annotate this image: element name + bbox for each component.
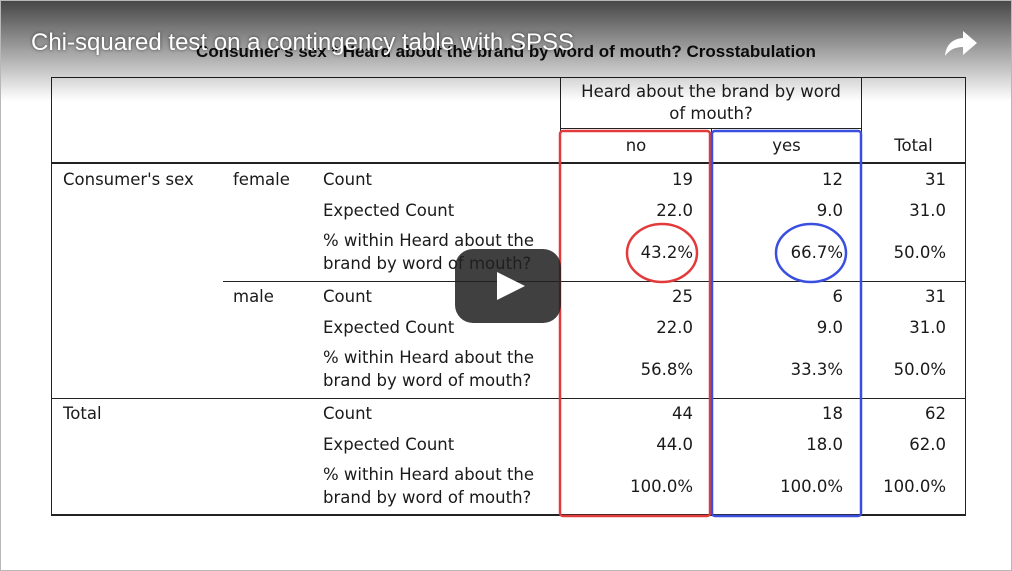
table-border-right bbox=[965, 77, 966, 515]
cell-total-pct-total: 100.0% bbox=[883, 477, 946, 496]
cell-total-expected-no: 44.0 bbox=[656, 435, 693, 454]
cell-total-pct-no: 100.0% bbox=[630, 477, 693, 496]
stat-label-expected: Expected Count bbox=[323, 201, 455, 220]
cell-female-count-total: 31 bbox=[925, 170, 946, 189]
row-label-female: female bbox=[233, 170, 290, 189]
cell-male-pct-no: 56.8% bbox=[640, 360, 693, 379]
stat-label-pct-line2: brand by word of mouth? bbox=[323, 371, 532, 390]
share-arrow-icon bbox=[945, 31, 977, 56]
cell-female-pct-no: 43.2% bbox=[640, 243, 693, 262]
stat-label-expected: Expected Count bbox=[323, 435, 455, 454]
female-male-divider bbox=[223, 281, 966, 282]
col-header-yes: yes bbox=[772, 136, 801, 155]
cell-male-count-no: 25 bbox=[672, 287, 693, 306]
cell-female-expected-yes: 9.0 bbox=[816, 201, 843, 220]
cell-female-pct-total: 50.0% bbox=[893, 243, 946, 262]
cell-female-pct-yes: 66.7% bbox=[790, 243, 843, 262]
cell-total-count-no: 44 bbox=[672, 404, 693, 423]
cell-female-expected-no: 22.0 bbox=[656, 201, 693, 220]
cell-total-expected-yes: 18.0 bbox=[806, 435, 843, 454]
row-label-male: male bbox=[233, 287, 274, 306]
table-border-bottom bbox=[51, 514, 966, 516]
row-var-label: Consumer's sex bbox=[63, 170, 194, 189]
col-group-header-line1: Heard about the brand by word bbox=[581, 82, 841, 101]
cell-female-expected-total: 31.0 bbox=[909, 201, 946, 220]
cell-female-count-yes: 12 bbox=[822, 170, 843, 189]
stat-label-pct-line1: % within Heard about the bbox=[323, 348, 535, 367]
total-row-divider bbox=[51, 398, 966, 399]
cell-total-count-yes: 18 bbox=[822, 404, 843, 423]
cell-female-count-no: 19 bbox=[672, 170, 693, 189]
cell-total-expected-total: 62.0 bbox=[909, 435, 946, 454]
stat-label-count: Count bbox=[323, 404, 373, 423]
cell-male-expected-no: 22.0 bbox=[656, 318, 693, 337]
share-button[interactable] bbox=[941, 25, 981, 61]
video-title[interactable]: Chi-squared test on a contingency table … bbox=[31, 29, 574, 56]
group-header-divider bbox=[560, 128, 861, 129]
play-icon bbox=[497, 272, 525, 300]
stat-label-count: Count bbox=[323, 170, 373, 189]
stat-label-pct-line1: % within Heard about the bbox=[323, 231, 535, 250]
stat-label-count: Count bbox=[323, 287, 373, 306]
stat-label-pct-line1: % within Heard about the bbox=[323, 465, 535, 484]
header-bottom-border bbox=[51, 162, 966, 164]
cell-total-count-total: 62 bbox=[925, 404, 946, 423]
cell-male-count-yes: 6 bbox=[832, 287, 844, 306]
col-header-total: Total bbox=[894, 136, 933, 155]
table-border-left bbox=[51, 77, 52, 515]
table-border-top bbox=[51, 77, 966, 78]
row-label-total: Total bbox=[63, 404, 102, 423]
col-header-no: no bbox=[625, 136, 647, 155]
play-button[interactable] bbox=[455, 249, 561, 323]
cell-male-count-total: 31 bbox=[925, 287, 946, 306]
col-group-header-line2: of mouth? bbox=[669, 104, 753, 123]
cell-male-pct-yes: 33.3% bbox=[790, 360, 843, 379]
stat-label-expected: Expected Count bbox=[323, 318, 455, 337]
cell-total-pct-yes: 100.0% bbox=[780, 477, 843, 496]
cell-male-expected-yes: 9.0 bbox=[816, 318, 843, 337]
cell-male-pct-total: 50.0% bbox=[893, 360, 946, 379]
cell-male-expected-total: 31.0 bbox=[909, 318, 946, 337]
stat-label-pct-line2: brand by word of mouth? bbox=[323, 488, 532, 507]
